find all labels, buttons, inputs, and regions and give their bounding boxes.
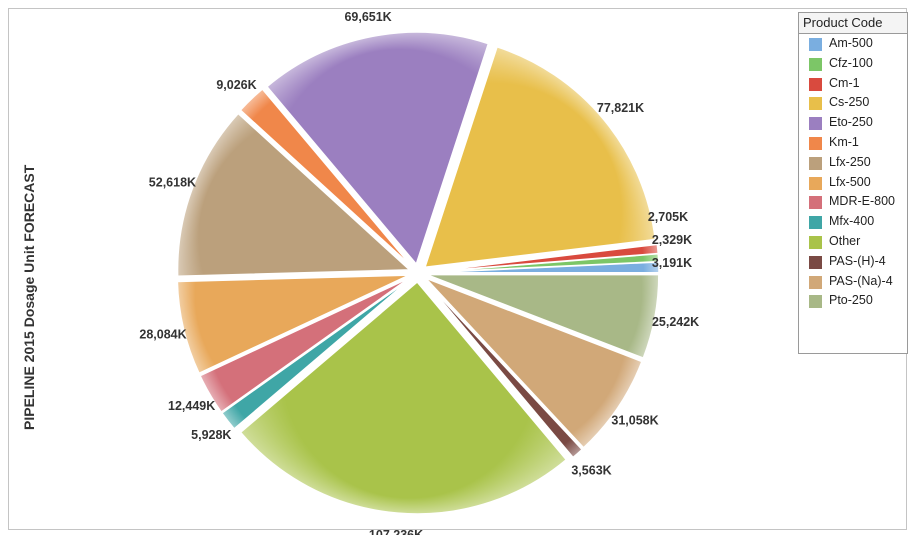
legend: Product Code Am-500 Cfz-100 Cm-1 Cs-250 Eto-… bbox=[798, 12, 908, 354]
pie-slice-km-1[interactable] bbox=[239, 87, 413, 268]
data-label: 2,705K bbox=[648, 210, 688, 224]
legend-label: Mfx-400 bbox=[829, 214, 875, 229]
data-label: 31,058K bbox=[611, 414, 658, 428]
legend-label: Cm-1 bbox=[829, 75, 860, 90]
data-label: 25,242K bbox=[652, 315, 699, 329]
legend-label: Lfx-500 bbox=[829, 174, 871, 189]
legend-label: Cfz-100 bbox=[829, 55, 873, 70]
pie-slice-cs-250[interactable] bbox=[423, 45, 657, 269]
legend-swatch bbox=[809, 255, 822, 269]
legend-item[interactable]: Pto-250 bbox=[799, 291, 907, 311]
legend-swatch bbox=[809, 275, 822, 289]
legend-swatch bbox=[809, 97, 822, 111]
legend-item[interactable]: Cm-1 bbox=[799, 74, 907, 94]
legend-item[interactable]: PAS-(Na)-4 bbox=[799, 272, 907, 292]
legend-label: MDR-E-800 bbox=[829, 194, 895, 209]
legend-label: Pto-250 bbox=[829, 293, 873, 308]
legend-label: Other bbox=[829, 233, 861, 248]
legend-item[interactable]: Cfz-100 bbox=[799, 54, 907, 74]
pie-slice-mdr-e-800[interactable] bbox=[199, 276, 411, 414]
legend-swatch bbox=[809, 77, 822, 91]
legend-swatch bbox=[809, 196, 822, 210]
legend-label: PAS-(Na)-4 bbox=[829, 273, 893, 288]
pie-slice-cm-1[interactable] bbox=[426, 243, 660, 273]
legend-swatch bbox=[809, 136, 822, 150]
legend-label: PAS-(H)-4 bbox=[829, 253, 886, 268]
data-label: 2,329K bbox=[652, 233, 692, 247]
legend-item[interactable]: Other bbox=[799, 232, 907, 252]
legend-item[interactable]: Lfx-500 bbox=[799, 173, 907, 193]
legend-title: Product Code bbox=[799, 13, 907, 34]
pie-slice-mfx-400[interactable] bbox=[220, 277, 412, 430]
legend-swatch bbox=[809, 38, 822, 51]
pie-slice-lfx-500[interactable] bbox=[176, 274, 410, 375]
legend-swatch bbox=[809, 235, 822, 249]
data-label: 5,928K bbox=[191, 428, 231, 442]
legend-item[interactable]: PAS-(H)-4 bbox=[799, 252, 907, 272]
pie-slice-pas-h-4[interactable] bbox=[423, 279, 584, 459]
data-label: 12,449K bbox=[168, 399, 215, 413]
data-label: 69,651K bbox=[344, 10, 391, 24]
legend-item[interactable]: Lfx-250 bbox=[799, 153, 907, 173]
legend-item[interactable]: MDR-E-800 bbox=[799, 192, 907, 212]
legend-swatch bbox=[809, 156, 822, 170]
legend-label: Cs-250 bbox=[829, 95, 870, 110]
data-label: 3,563K bbox=[571, 463, 611, 477]
legend-swatch bbox=[809, 216, 822, 230]
data-label: 28,084K bbox=[139, 327, 186, 341]
pie-slice-eto-250[interactable] bbox=[265, 31, 490, 266]
pie-slice-pto-250[interactable] bbox=[426, 273, 660, 360]
legend-label: Lfx-250 bbox=[829, 154, 871, 169]
legend-swatch bbox=[809, 117, 822, 131]
legend-label: Km-1 bbox=[829, 134, 859, 149]
pie-slice-pas-na-4[interactable] bbox=[424, 277, 643, 449]
legend-item[interactable]: Am-500 bbox=[799, 34, 907, 54]
data-label: 77,821K bbox=[597, 101, 644, 115]
data-label: 52,618K bbox=[149, 176, 196, 190]
data-label: 9,026K bbox=[216, 78, 256, 92]
pie-slice-lfx-250[interactable] bbox=[176, 112, 412, 278]
legend-swatch bbox=[809, 295, 822, 309]
legend-item[interactable]: Mfx-400 bbox=[799, 212, 907, 232]
legend-item[interactable]: Km-1 bbox=[799, 133, 907, 153]
legend-item[interactable]: Eto-250 bbox=[799, 113, 907, 133]
legend-label: Am-500 bbox=[829, 36, 873, 50]
legend-item[interactable]: Cs-250 bbox=[799, 93, 907, 113]
data-label: 3,191K bbox=[652, 256, 692, 270]
legend-swatch bbox=[809, 57, 822, 71]
data-label: 107,236K bbox=[369, 528, 423, 535]
legend-swatch bbox=[809, 176, 822, 190]
pie-slice-other[interactable] bbox=[239, 280, 568, 515]
legend-label: Eto-250 bbox=[829, 115, 873, 130]
